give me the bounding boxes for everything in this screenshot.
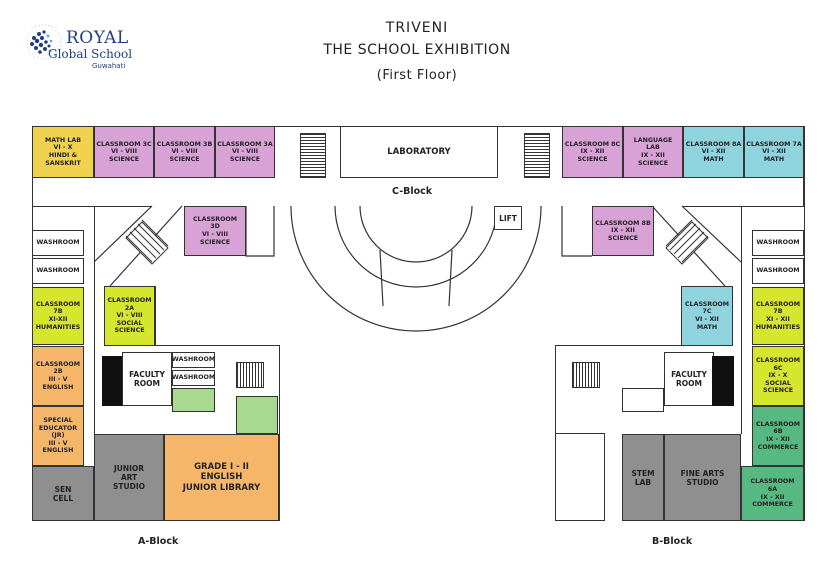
corridor-line-bottom-left <box>32 206 152 207</box>
label-c-block: C-Block <box>392 186 433 197</box>
room-fine-arts-studio: FINE ARTS STUDIO <box>664 434 741 521</box>
room-classroom-8c: CLASSROOM 8C IX - XII SCIENCE <box>562 126 623 178</box>
room-washroom-a-1: WASHROOM <box>172 352 215 368</box>
pillar-a-block <box>102 356 124 406</box>
title-line2: THE SCHOOL EXHIBITION <box>323 42 511 58</box>
room-language-lab: LANGUAGE LAB IX - XII SCIENCE <box>623 126 683 178</box>
room-laboratory: LABORATORY <box>340 126 498 178</box>
room-classroom-3b: CLASSROOM 3B VI - VIII SCIENCE <box>154 126 215 178</box>
room-washroom-left-1: WASHROOM <box>32 230 84 256</box>
floor-label: (First Floor) <box>376 68 458 83</box>
room-lift: LIFT <box>494 206 522 230</box>
room-classroom-2a: CLASSROOM 2A VI - VIII SOCIAL SCIENCE <box>104 286 155 346</box>
room-classroom-3d: CLASSROOM 3D VI - VIII SCIENCE <box>184 206 246 256</box>
room-classroom-7b-right: CLASSROOM 7B XI - XII HUMANITIES <box>752 287 804 345</box>
room-classroom-6c: CLASSROOM 6C IX - X SOCIAL SCIENCE <box>752 346 804 406</box>
room-classroom-7a: CLASSROOM 7A VI - XII MATH <box>744 126 804 178</box>
diagonal-stairs-right <box>665 219 709 265</box>
right-wing-inner-wall <box>741 206 742 434</box>
logo-subtitle: Global School <box>48 47 133 61</box>
room-washroom-right-2: WASHROOM <box>752 258 804 284</box>
label-a-block: A-Block <box>138 536 179 547</box>
a-block-right-wall <box>279 345 280 521</box>
room-washroom-a-2: WASHROOM <box>172 370 215 386</box>
diagonal-stairs-left <box>125 219 169 265</box>
room-washroom-right-1: WASHROOM <box>752 230 804 256</box>
b-block-wall <box>555 345 682 346</box>
corridor-line-bottom-right <box>682 206 804 207</box>
logo-city: Guwahati <box>92 62 126 70</box>
room-stem-lab: STEM LAB <box>622 434 664 521</box>
area-green-a-2 <box>236 396 278 434</box>
room-junior-art-studio: JUNIOR ART STUDIO <box>94 434 164 521</box>
room-classroom-7b-left: CLASSROOM 7B XI-XII HUMANITIES <box>32 287 84 345</box>
room-washroom-left-2: WASHROOM <box>32 258 84 284</box>
b-block-corridor <box>555 433 605 521</box>
room-classroom-6b: CLASSROOM 6B IX - XII COMMERCE <box>752 406 804 466</box>
room-classroom-6a: CLASSROOM 6A IX - XII COMMERCE <box>741 466 804 521</box>
room-special-educator: SPECIAL EDUCATOR (JR) III - V ENGLISH <box>32 406 84 466</box>
pillar-b-block <box>712 356 734 406</box>
right-outer-wall <box>804 126 805 521</box>
room-math-lab: MATH LAB VI - X HINDI & SANSKRIT <box>32 126 94 178</box>
stairs-a-block <box>236 362 264 388</box>
left-wing-right-wall <box>155 286 156 346</box>
room-classroom-3c: CLASSROOM 3C VI - VIII SCIENCE <box>94 126 154 178</box>
stairs-c-left <box>300 133 326 178</box>
room-faculty-room-b: FACULTY ROOM <box>664 352 714 406</box>
stairs-b-block <box>572 362 600 388</box>
a-block-wall <box>155 345 280 346</box>
area-green-a-1 <box>172 388 215 412</box>
stairs-c-right <box>524 133 550 178</box>
b-block-small-room <box>622 388 664 412</box>
room-classroom-7c: CLASSROOM 7C VI - XII MATH <box>681 286 733 346</box>
room-classroom-8b: CLASSROOM 8B IX - XII SCIENCE <box>592 206 654 256</box>
room-faculty-room-a: FACULTY ROOM <box>122 352 172 406</box>
room-classroom-3a: CLASSROOM 3A VI - VIII SCIENCE <box>215 126 275 178</box>
logo-globe-icon <box>26 24 62 60</box>
left-wing-inner-wall <box>94 206 95 434</box>
title-line1: TRIVENI <box>385 20 449 36</box>
room-classroom-8a: CLASSROOM 8A VI - XII MATH <box>683 126 744 178</box>
label-b-block: B-Block <box>652 536 693 547</box>
logo: ROYAL Global School Guwahati <box>22 16 142 76</box>
room-sen-cell: SEN CELL <box>32 466 94 521</box>
room-classroom-2b: CLASSROOM 2B III - V ENGLISH <box>32 346 84 406</box>
logo-name: ROYAL <box>66 28 129 48</box>
room-grade-junior-library: GRADE I - II ENGLISH JUNIOR LIBRARY <box>164 434 279 521</box>
